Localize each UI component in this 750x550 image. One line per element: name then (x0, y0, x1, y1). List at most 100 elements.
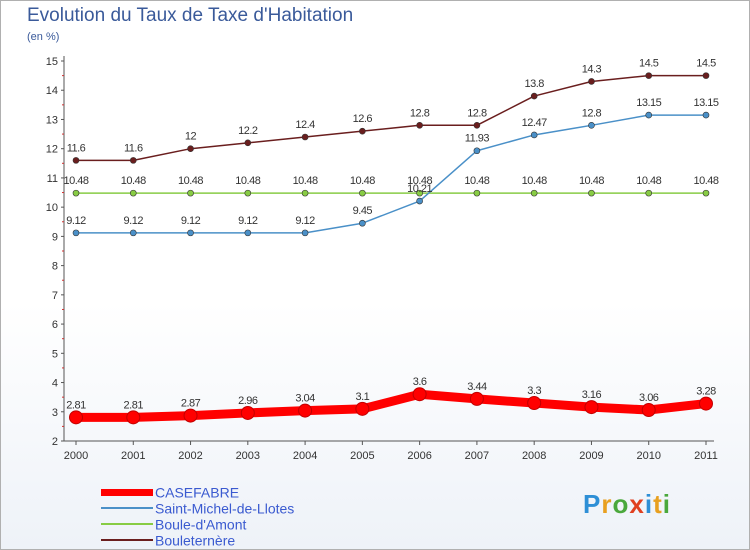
y-tick-label: 11 (47, 173, 58, 185)
x-tick-label: 2001 (121, 450, 145, 462)
data-label: 13.15 (636, 97, 661, 109)
y-tick-label: 8 (52, 261, 58, 273)
data-point (530, 189, 538, 197)
data-label: 14.5 (639, 58, 659, 70)
logo-letter: r (601, 489, 613, 519)
data-label: 2.81 (124, 399, 144, 411)
data-label: 10.48 (636, 175, 661, 187)
data-point (416, 189, 423, 197)
data-point (584, 400, 599, 415)
logo-letter: x (629, 489, 645, 519)
data-point (355, 401, 370, 416)
logo-letter: i (662, 489, 671, 519)
data-point (298, 403, 313, 418)
data-label: 12 (185, 131, 197, 143)
data-label: 12.8 (582, 107, 602, 119)
data-point (187, 189, 194, 197)
data-point (72, 189, 80, 197)
proxiti-logo: Proxiti (583, 489, 671, 520)
data-label: 3.1 (355, 391, 369, 403)
legend-swatch-saint-michel (101, 507, 153, 510)
data-label: 11.93 (465, 133, 490, 145)
data-label: 10.48 (693, 175, 718, 187)
legend-item-boule: Boule-d'Amont (101, 515, 246, 532)
data-label: 12.6 (353, 113, 373, 125)
data-point (473, 189, 481, 197)
data-point (301, 229, 309, 237)
y-tick-label: 15 (46, 56, 58, 68)
data-label: 3.28 (696, 386, 716, 398)
data-label: 10.48 (350, 175, 375, 187)
data-label: 2.81 (66, 399, 86, 411)
x-tick-label: 2005 (350, 450, 374, 462)
chart-title: Evolution du Taux de Taxe d'Habitation (27, 5, 354, 26)
data-label: 3.06 (639, 392, 659, 404)
data-point (588, 122, 595, 129)
data-point (129, 229, 137, 237)
data-label: 9.12 (295, 215, 315, 227)
data-point (527, 396, 542, 410)
y-tick-label: 12 (46, 144, 58, 156)
data-point (69, 410, 83, 425)
data-label: 9.12 (238, 215, 258, 227)
data-point (359, 219, 366, 227)
x-tick-label: 2004 (293, 450, 317, 462)
data-point (416, 122, 423, 129)
y-tick-label: 2 (52, 436, 58, 448)
data-label: 9.12 (181, 215, 201, 227)
data-point (301, 189, 309, 197)
data-point (469, 391, 484, 406)
data-point (187, 229, 194, 237)
data-point (588, 189, 595, 197)
logo-letter: P (583, 489, 602, 519)
data-point (129, 189, 137, 197)
data-point (645, 72, 653, 79)
data-point (641, 403, 656, 418)
data-label: 3.6 (413, 376, 427, 388)
data-label: 13.8 (524, 78, 544, 90)
series-line (75, 114, 707, 234)
legend-item-casefabre: CASEFABRE (101, 483, 239, 500)
y-tick-label: 7 (52, 290, 58, 302)
y-tick-label: 9 (52, 231, 58, 243)
data-label: 10.48 (407, 175, 432, 187)
data-label: 9.45 (353, 205, 373, 217)
data-point (244, 189, 252, 197)
data-label: 12.8 (467, 107, 487, 119)
data-label: 10.48 (235, 175, 260, 187)
data-label: 14.5 (696, 58, 716, 70)
y-tick-label: 5 (52, 348, 58, 360)
data-label: 10.48 (579, 175, 604, 187)
x-tick-label: 2010 (636, 450, 660, 462)
data-label: 10.48 (464, 175, 489, 187)
x-tick-label: 2002 (178, 450, 202, 462)
data-point (588, 78, 595, 85)
data-point (702, 189, 710, 197)
logo-letter: t (653, 489, 663, 519)
data-label: 10.21 (407, 183, 432, 195)
legend-item-bouleternere: Bouleternère (101, 531, 235, 548)
data-point (473, 122, 481, 129)
legend-swatch-casefabre (101, 488, 153, 496)
data-label: 9.12 (124, 215, 144, 227)
legend-label-saint-michel: Saint-Michel-de-Llotes (155, 500, 295, 517)
legend-label-casefabre: CASEFABRE (155, 484, 240, 501)
data-label: 3.44 (467, 381, 487, 393)
data-label: 3.3 (527, 385, 541, 397)
data-label: 10.48 (121, 175, 146, 187)
data-point (359, 127, 366, 135)
data-label: 10.48 (178, 175, 203, 187)
legend-item-saint-michel: Saint-Michel-de-Llotes (101, 499, 294, 516)
data-point (359, 189, 366, 197)
x-tick-label: 2000 (64, 450, 88, 462)
legend-swatch-boule (101, 523, 153, 526)
legend-label-bouleternere: Bouleternère (155, 532, 236, 549)
data-label: 3.04 (295, 393, 315, 405)
data-point (416, 197, 423, 205)
data-point (530, 92, 538, 100)
data-label: 12.47 (522, 117, 547, 129)
data-label: 10.48 (63, 175, 88, 187)
data-point (244, 229, 252, 237)
y-tick-label: 3 (52, 407, 58, 419)
